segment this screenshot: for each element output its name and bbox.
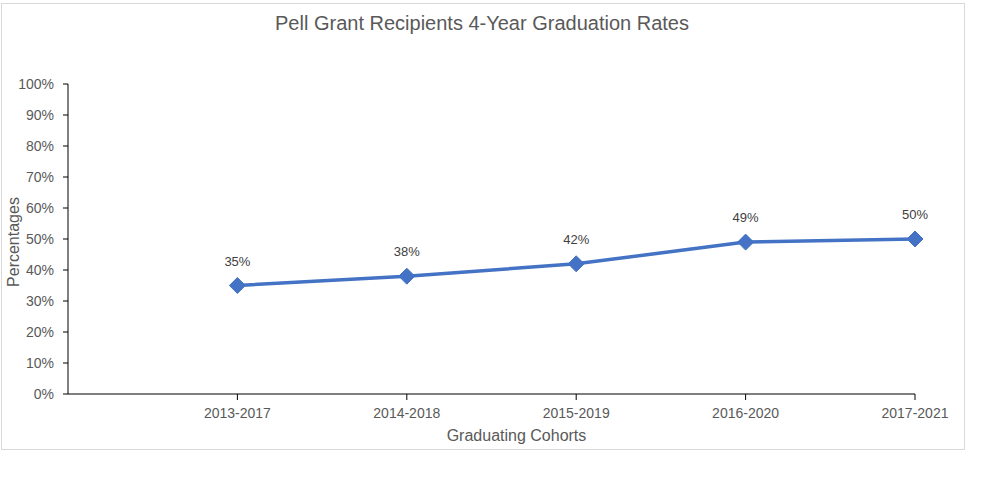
y-tick-label: 60% bbox=[26, 200, 54, 216]
y-tick-label: 30% bbox=[26, 293, 54, 309]
y-tick bbox=[63, 115, 68, 116]
x-tick bbox=[237, 394, 238, 400]
y-tick-label: 50% bbox=[26, 231, 54, 247]
x-tick-label: 2015-2019 bbox=[543, 405, 610, 421]
chart-frame bbox=[2, 4, 965, 450]
x-tick-label: 2017-2021 bbox=[882, 405, 949, 421]
y-tick bbox=[63, 363, 68, 364]
y-tick-label: 20% bbox=[26, 324, 54, 340]
y-tick bbox=[63, 394, 68, 395]
y-tick bbox=[63, 239, 68, 240]
y-tick bbox=[63, 270, 68, 271]
x-tick-label: 2013-2017 bbox=[204, 405, 271, 421]
y-tick-label: 90% bbox=[26, 107, 54, 123]
plot-marks bbox=[229, 231, 923, 294]
chart-svg: Pell Grant Recipients 4-Year Graduation … bbox=[0, 0, 1000, 500]
data-marker bbox=[229, 278, 245, 294]
x-tick-label: 2014-2018 bbox=[373, 405, 440, 421]
y-tick bbox=[63, 177, 68, 178]
data-label: 42% bbox=[563, 232, 589, 247]
data-marker bbox=[907, 231, 923, 247]
y-axis-line bbox=[68, 84, 69, 394]
x-tick bbox=[915, 394, 916, 400]
chart-title: Pell Grant Recipients 4-Year Graduation … bbox=[275, 12, 689, 34]
chart-container: Pell Grant Recipients 4-Year Graduation … bbox=[0, 0, 1000, 500]
data-label: 38% bbox=[394, 244, 420, 259]
y-axis-label: Percentages bbox=[5, 197, 22, 287]
y-tick-label: 10% bbox=[26, 355, 54, 371]
data-label: 50% bbox=[902, 207, 928, 222]
y-tick-label: 0% bbox=[34, 386, 54, 402]
data-label: 49% bbox=[733, 210, 759, 225]
x-tick-label: 2016-2020 bbox=[712, 405, 779, 421]
data-marker bbox=[568, 256, 584, 272]
y-tick-label: 80% bbox=[26, 138, 54, 154]
data-marker bbox=[399, 268, 415, 284]
y-tick bbox=[63, 146, 68, 147]
x-axis-label: Graduating Cohorts bbox=[447, 427, 587, 444]
y-tick bbox=[63, 301, 68, 302]
x-tick bbox=[406, 394, 407, 400]
y-tick-label: 100% bbox=[18, 76, 54, 92]
y-tick-label: 40% bbox=[26, 262, 54, 278]
x-tick bbox=[745, 394, 746, 400]
y-tick bbox=[63, 332, 68, 333]
x-axis-line bbox=[68, 394, 915, 395]
data-label: 35% bbox=[224, 254, 250, 269]
x-tick bbox=[576, 394, 577, 400]
y-tick-label: 70% bbox=[26, 169, 54, 185]
y-tick bbox=[63, 84, 68, 85]
y-tick bbox=[63, 208, 68, 209]
data-marker bbox=[738, 234, 754, 250]
